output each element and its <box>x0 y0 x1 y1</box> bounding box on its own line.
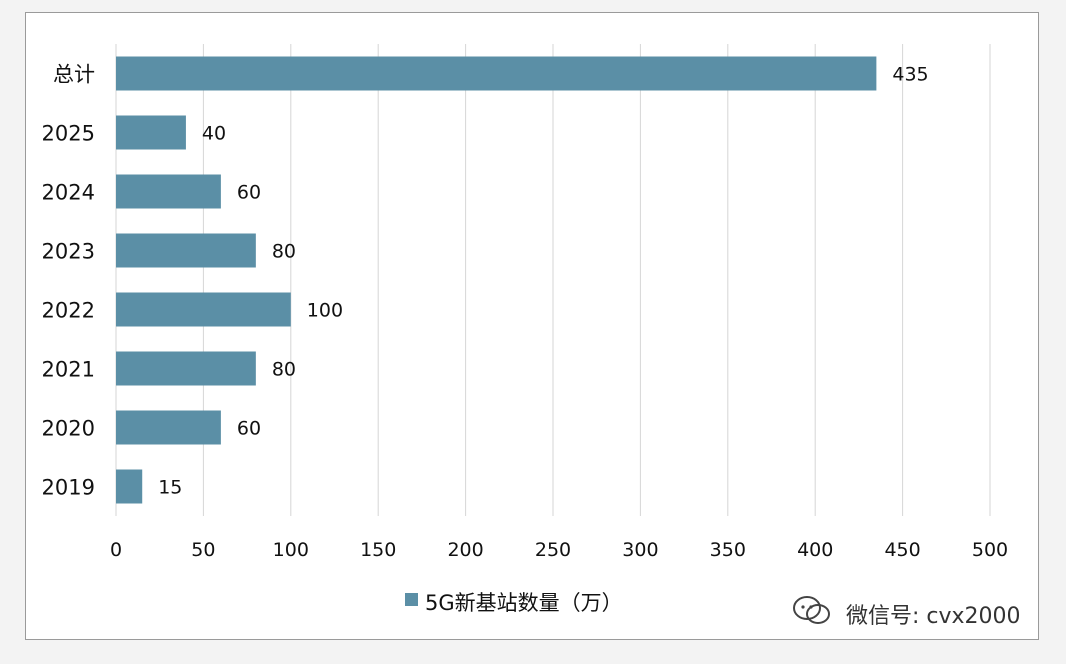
data-labels: 435 40 60 80 100 80 60 15 <box>158 64 928 499</box>
bar-5 <box>116 351 256 386</box>
wechat-logo-icon <box>793 596 830 624</box>
data-label: 40 <box>202 123 226 145</box>
y-tick-label: 2019 <box>42 476 95 500</box>
x-tick-label: 150 <box>360 539 396 561</box>
bar-6 <box>116 410 221 445</box>
x-tick-label: 50 <box>191 539 215 561</box>
data-label: 80 <box>272 241 296 263</box>
legend-label: 5G新基站数量（万） <box>425 591 623 615</box>
x-tick-label: 500 <box>972 539 1008 561</box>
y-axis-labels: 总计 2025 2024 2023 2022 2021 2020 2019 <box>42 63 95 500</box>
bar-7 <box>116 469 143 504</box>
data-label: 60 <box>237 418 261 440</box>
bar-3 <box>116 233 256 268</box>
data-label: 100 <box>307 300 343 322</box>
data-label: 80 <box>272 359 296 381</box>
data-label: 435 <box>892 64 928 86</box>
bar-series <box>116 56 877 504</box>
x-tick-label: 100 <box>273 539 309 561</box>
data-label: 15 <box>158 477 182 499</box>
y-tick-label: 2022 <box>42 299 95 323</box>
y-tick-label: 2023 <box>42 240 95 264</box>
x-tick-label: 200 <box>447 539 483 561</box>
legend-swatch <box>405 593 418 606</box>
gridlines <box>115 44 991 516</box>
y-tick-label: 2024 <box>42 181 95 205</box>
x-axis-labels: 0 50 100 150 200 250 300 350 400 450 500 <box>110 539 1008 561</box>
x-tick-label: 400 <box>797 539 833 561</box>
watermark-text: 微信号: cvx2000 <box>846 604 1021 629</box>
y-tick-label: 2020 <box>42 417 95 441</box>
y-tick-label: 2021 <box>42 358 95 382</box>
x-tick-label: 450 <box>884 539 920 561</box>
x-tick-label: 300 <box>622 539 658 561</box>
bar-0 <box>116 56 877 91</box>
bar-4 <box>116 292 291 327</box>
x-tick-label: 0 <box>110 539 122 561</box>
watermark: 微信号: cvx2000 <box>793 596 1021 629</box>
x-tick-label: 250 <box>535 539 571 561</box>
y-tick-label: 2025 <box>42 122 95 146</box>
bar-1 <box>116 115 186 150</box>
data-label: 60 <box>237 182 261 204</box>
y-tick-label: 总计 <box>53 63 95 87</box>
legend: 5G新基站数量（万） <box>405 591 623 615</box>
x-tick-label: 350 <box>710 539 746 561</box>
bar-2 <box>116 174 221 209</box>
